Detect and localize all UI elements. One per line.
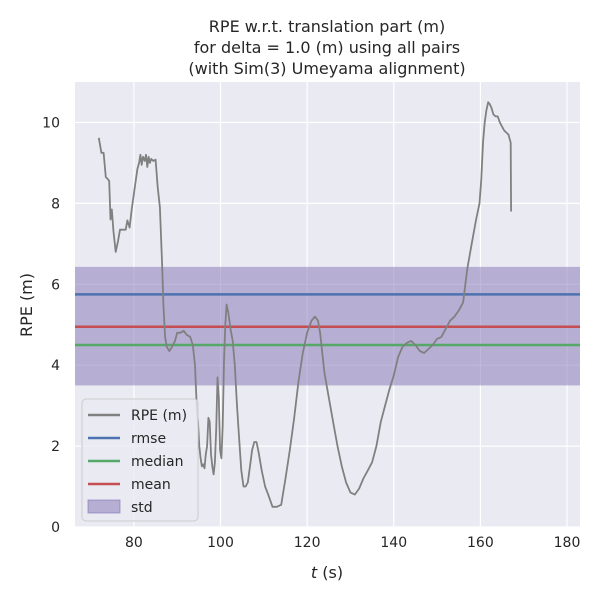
legend-box [81,398,199,522]
x-axis-label-var: t [311,563,318,582]
chart-title-line-2: for delta = 1.0 (m) using all pairs [194,38,460,57]
y-tick-label: 4 [51,358,60,374]
legend-label: std [131,500,153,516]
y-tick-label: 0 [51,520,60,536]
legend-label: RPE (m) [131,408,187,424]
y-axis-label: RPE (m) [17,273,36,337]
x-tick-label: 120 [294,535,321,551]
x-tick-labels: 80 100 120 140 160 180 [125,535,580,551]
y-tick-label: 6 [51,277,60,293]
x-tick-label: 180 [554,535,581,551]
series-layer [97,101,512,508]
chart-title-line-1: RPE w.r.t. translation part (m) [209,17,445,36]
stat-lines [75,293,580,347]
legend-swatch-std [87,499,121,514]
x-axis-label: t (s) [311,563,343,582]
rpe-series-line [97,101,512,508]
legend-label: median [131,454,183,470]
y-tick-label: 8 [51,196,60,212]
y-tick-labels: 0 2 4 6 8 10 [42,115,60,536]
legend-label: mean [131,477,171,493]
x-tick-label: 140 [380,535,407,551]
legend-label: rmse [131,431,166,447]
legend: RPE (m) rmse median mean std [81,398,199,522]
x-axis-label-unit: (s) [317,563,343,582]
y-tick-label: 2 [51,439,60,455]
chart-title-line-3: (with Sim(3) Umeyama alignment) [188,59,465,78]
x-tick-label: 80 [125,535,143,551]
x-tick-label: 100 [207,535,234,551]
y-tick-label: 10 [42,115,60,131]
x-tick-label: 160 [467,535,494,551]
